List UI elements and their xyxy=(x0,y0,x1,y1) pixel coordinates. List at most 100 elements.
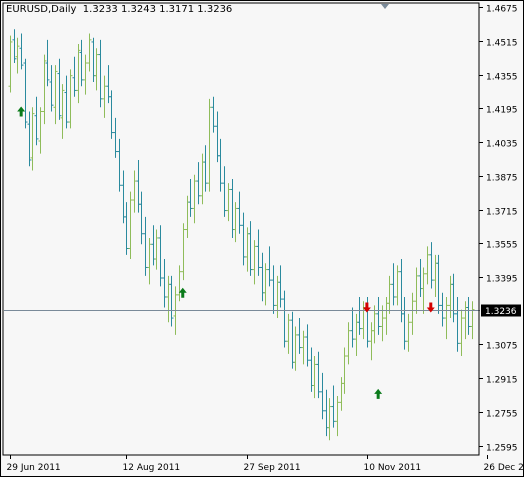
price-bar xyxy=(98,39,103,108)
ohlc-readout: 1.3233 1.3243 1.3171 1.3236 xyxy=(82,4,233,15)
price-bar xyxy=(459,309,464,356)
price-bar xyxy=(12,29,17,64)
price-bar xyxy=(380,305,385,342)
y-tick-label: 1.4675 xyxy=(486,5,518,15)
price-bar xyxy=(177,265,182,302)
price-bar xyxy=(15,37,20,74)
y-tick-label: 1.4355 xyxy=(486,73,518,83)
y-tick-label: 1.4035 xyxy=(486,140,518,150)
price-axis[interactable]: 1.4675 1.4515 1.4355 1.4195 1.4035 1.3875 1.37… xyxy=(479,5,518,454)
price-bar xyxy=(154,229,159,270)
price-bar xyxy=(414,267,419,314)
price-bar xyxy=(222,166,227,217)
price-bar xyxy=(263,263,268,306)
chart-title: EURUSD,Daily 1.3233 1.3243 1.3171 1.3236 xyxy=(6,4,232,15)
time-axis[interactable]: 29 Jun 2011 12 Aug 2011 27 Sep 2011 10 Nov … xyxy=(7,455,524,473)
last-price-label: 1.3236 xyxy=(481,304,521,317)
arrow-up-icon xyxy=(17,106,26,117)
price-bar xyxy=(64,75,69,129)
price-bar xyxy=(421,267,426,314)
price-bar xyxy=(316,351,321,399)
price-bar xyxy=(79,39,84,87)
price-bar xyxy=(305,324,310,367)
y-tick-label: 1.3875 xyxy=(486,174,518,184)
triangle-down-icon[interactable] xyxy=(381,4,389,9)
price-bar xyxy=(181,223,186,281)
x-tick-label: 29 Jun 2011 xyxy=(7,463,61,473)
y-tick-label: 1.4515 xyxy=(486,39,518,49)
price-bar xyxy=(72,56,77,97)
y-tick-label: 1.2915 xyxy=(486,376,518,386)
price-bar xyxy=(87,33,92,72)
price-bar xyxy=(241,212,246,266)
price-bar xyxy=(248,221,253,276)
price-bar xyxy=(109,90,114,139)
price-bar xyxy=(402,296,407,350)
price-bar xyxy=(425,246,430,285)
price-bar xyxy=(357,296,362,335)
arrow-up-icon xyxy=(374,388,383,399)
price-bar xyxy=(169,275,174,327)
price-bar xyxy=(271,265,276,314)
price-bar xyxy=(320,372,325,420)
price-bar xyxy=(436,254,441,314)
price-bar xyxy=(124,202,129,255)
price-bar xyxy=(346,322,351,365)
price-bar xyxy=(60,84,65,139)
price-bars xyxy=(8,29,475,441)
price-bar xyxy=(350,307,355,348)
price-bar xyxy=(8,35,13,93)
signal-arrows xyxy=(17,106,435,399)
price-bar xyxy=(94,48,99,91)
price-bar xyxy=(117,138,122,192)
price-bar xyxy=(451,273,456,323)
price-bar xyxy=(203,145,208,192)
price-bar xyxy=(440,292,445,327)
price-bar xyxy=(196,162,201,205)
price-bar xyxy=(470,301,475,340)
price-bar xyxy=(218,138,223,192)
price-bar xyxy=(128,191,133,260)
price-bar xyxy=(286,313,291,354)
y-tick-label: 1.3555 xyxy=(486,241,518,251)
y-tick-label: 1.2595 xyxy=(486,444,518,454)
price-bar xyxy=(455,296,460,352)
price-bar xyxy=(233,202,238,243)
price-bar xyxy=(53,65,58,125)
price-bar xyxy=(466,296,471,335)
price-bar xyxy=(42,54,47,125)
price-bar xyxy=(147,237,152,285)
price-bar xyxy=(76,44,81,104)
y-tick-label: 1.2755 xyxy=(486,410,518,420)
price-bar xyxy=(132,170,137,213)
price-bar xyxy=(301,330,306,365)
x-tick-label: 26 Dec 2011 xyxy=(484,463,524,473)
price-bar xyxy=(49,65,54,112)
price-bar xyxy=(211,96,216,133)
price-bar xyxy=(410,292,415,335)
y-tick-label: 1.4195 xyxy=(486,106,518,116)
price-bar xyxy=(45,39,50,87)
price-bar xyxy=(278,265,283,308)
price-bar xyxy=(256,229,261,276)
price-bar xyxy=(376,296,381,335)
price-bar xyxy=(188,178,193,217)
x-tick-label: 10 Nov 2011 xyxy=(364,463,422,473)
price-bar xyxy=(226,183,231,222)
price-bar xyxy=(387,275,392,314)
price-bar xyxy=(342,347,347,394)
y-tick-label: 1.3075 xyxy=(486,342,518,352)
y-tick-label: 1.3715 xyxy=(486,208,518,218)
price-bar xyxy=(143,216,148,276)
price-bar xyxy=(312,355,317,399)
price-bar xyxy=(30,107,35,171)
price-bar xyxy=(391,263,396,306)
last-price-text: 1.3236 xyxy=(485,307,517,317)
price-bar xyxy=(23,58,28,129)
price-bar xyxy=(429,242,434,289)
price-bar xyxy=(57,58,62,120)
x-tick-label: 12 Aug 2011 xyxy=(123,463,181,473)
last-price-box xyxy=(481,304,521,317)
